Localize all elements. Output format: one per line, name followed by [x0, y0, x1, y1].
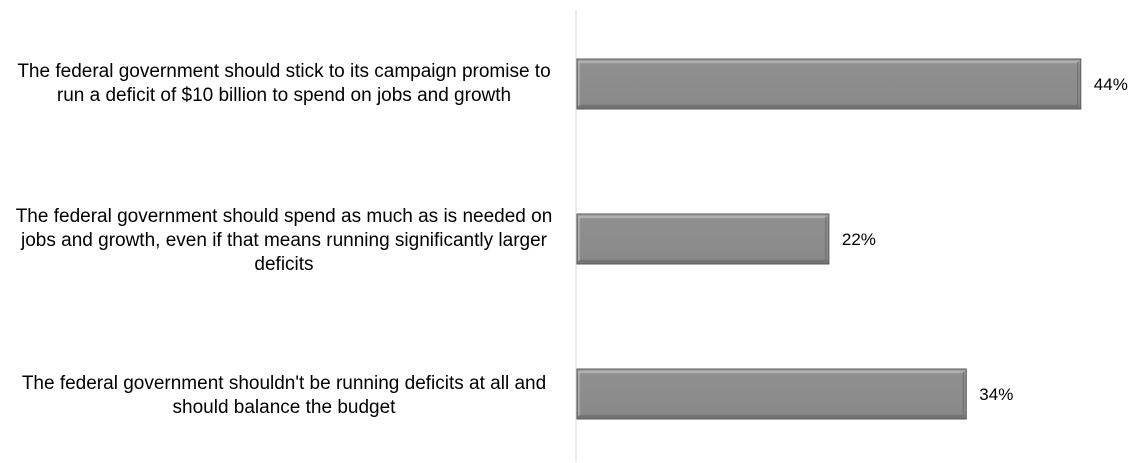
- category-label: The federal government should stick to i…: [17, 61, 551, 106]
- bar: [576, 58, 1082, 110]
- category-label: The federal government should spend as m…: [15, 206, 553, 275]
- bar-shadow: [579, 62, 1079, 107]
- value-labels-group: 44% 22% 34%: [842, 75, 1128, 404]
- value-label: 44%: [1094, 75, 1128, 94]
- bar-shadow: [579, 217, 827, 262]
- bar-highlight: [578, 216, 826, 261]
- bars-group: [576, 58, 1082, 420]
- bar: [576, 213, 830, 265]
- bar-shadow: [579, 372, 964, 417]
- value-label: 22%: [842, 230, 876, 249]
- bar: [576, 368, 967, 420]
- category-label: The federal government shouldn't be runn…: [21, 373, 547, 418]
- bar-highlight: [578, 371, 964, 416]
- bar-highlight: [578, 61, 1078, 106]
- value-label: 34%: [979, 385, 1013, 404]
